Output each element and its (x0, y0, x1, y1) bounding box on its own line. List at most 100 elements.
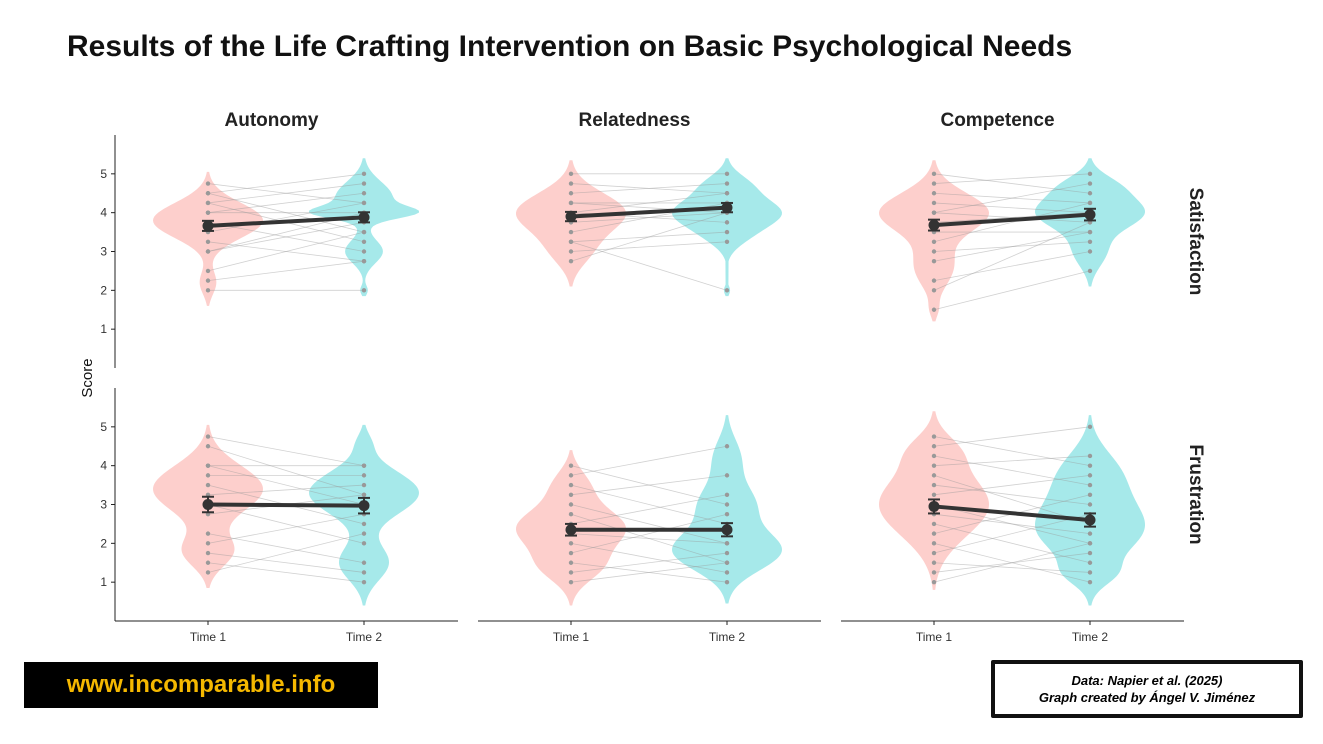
individual-line (570, 504, 728, 544)
individual-line (570, 241, 728, 291)
individual-line (207, 504, 365, 544)
individual-point (205, 560, 211, 565)
x-tick-label: Time 1 (916, 630, 953, 644)
individual-line (933, 504, 1091, 544)
individual-point (931, 570, 937, 575)
individual-point (568, 512, 574, 517)
individual-point (724, 181, 730, 186)
column-label: Competence (940, 110, 1054, 131)
individual-line (933, 523, 1091, 564)
individual-line (207, 192, 365, 214)
individual-point (205, 434, 211, 439)
individual-point (931, 171, 937, 177)
mean-point (721, 524, 733, 536)
chart-title: Results of the Life Crafting Interventio… (67, 30, 1073, 63)
individual-line (933, 562, 1091, 573)
mean-point (202, 220, 214, 232)
individual-point (724, 444, 730, 449)
violin-time1 (153, 171, 263, 306)
individual-line (570, 562, 728, 583)
individual-line (933, 270, 1091, 311)
mean-point (202, 499, 214, 510)
x-tick-label: Time 2 (1072, 630, 1109, 644)
individual-point (361, 579, 367, 585)
individual-point (931, 288, 937, 293)
individual-point (931, 521, 937, 527)
individual-point (1087, 473, 1093, 478)
individual-point (361, 482, 367, 488)
individual-point (724, 492, 730, 497)
individual-point (724, 171, 730, 177)
individual-point (568, 229, 574, 235)
x-tick-label: Time 1 (553, 630, 590, 644)
y-tick-label: 2 (100, 283, 107, 297)
individual-point (931, 239, 937, 244)
individual-point (1087, 570, 1093, 575)
individual-point (931, 541, 937, 546)
individual-line (207, 513, 365, 544)
individual-point (205, 200, 211, 206)
individual-point (205, 239, 211, 244)
individual-line (207, 445, 365, 496)
x-tick-label: Time 2 (709, 630, 746, 644)
individual-line (207, 465, 365, 505)
individual-point (361, 463, 367, 468)
x-tick-label: Time 2 (346, 630, 383, 644)
individual-point (724, 239, 730, 244)
individual-line (933, 513, 1091, 535)
individual-line (933, 192, 1091, 204)
individual-line (933, 202, 1091, 243)
y-tick-label: 2 (100, 536, 107, 550)
individual-point (568, 463, 574, 468)
individual-point (724, 191, 730, 196)
credit-box: Data: Napier et al. (2025) Graph created… (991, 660, 1303, 718)
individual-point (931, 210, 937, 215)
individual-point (361, 229, 367, 235)
individual-point (1087, 249, 1093, 254)
mean-point (358, 211, 370, 223)
individual-point (1087, 268, 1093, 274)
individual-line (207, 562, 365, 583)
individual-line (933, 474, 1091, 496)
individual-point (568, 200, 574, 206)
individual-point (724, 512, 730, 517)
individual-point (361, 191, 367, 196)
individual-line (933, 513, 1091, 554)
individual-line (933, 202, 1091, 214)
individual-line (207, 533, 365, 564)
individual-point (1087, 453, 1093, 459)
credit-data: Data: Napier et al. (2025) (1071, 673, 1223, 688)
individual-line (570, 562, 728, 583)
individual-line (570, 474, 728, 496)
individual-point (931, 463, 937, 468)
individual-point (568, 570, 574, 575)
y-tick-label: 5 (100, 420, 107, 434)
individual-point (1087, 541, 1093, 546)
individual-point (568, 181, 574, 186)
individual-point (205, 531, 211, 536)
individual-point (568, 239, 574, 244)
individual-point (205, 191, 211, 196)
individual-line (207, 192, 365, 233)
credit-author: Graph created by Ángel V. Jiménez (1038, 690, 1256, 705)
mean-point (1084, 209, 1096, 221)
individual-point (568, 492, 574, 497)
column-label: Relatedness (579, 110, 691, 131)
individual-line (933, 231, 1091, 262)
individual-point (568, 473, 574, 478)
mean-line (933, 212, 1091, 228)
individual-point (724, 288, 730, 293)
individual-line (933, 426, 1091, 447)
individual-point (568, 482, 574, 488)
row-label: Frustration (1185, 444, 1206, 544)
individual-point (205, 473, 211, 478)
individual-line (570, 513, 728, 564)
individual-line (207, 202, 365, 233)
individual-line (933, 455, 1091, 486)
individual-point (724, 473, 730, 478)
individual-point (1087, 579, 1093, 585)
individual-point (568, 579, 574, 585)
individual-point (724, 560, 730, 565)
individual-point (568, 191, 574, 196)
individual-line (570, 212, 728, 262)
